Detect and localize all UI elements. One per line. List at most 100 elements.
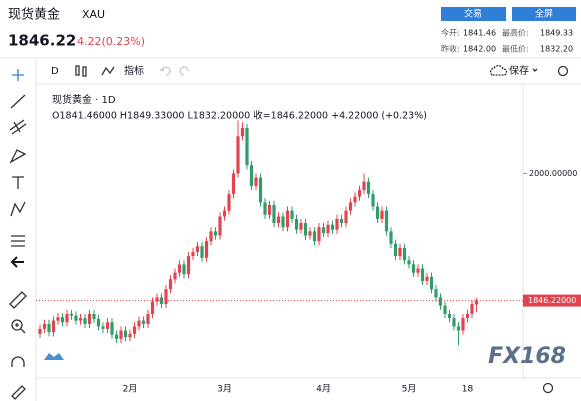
candle-body — [371, 194, 375, 207]
candle-body — [294, 218, 299, 230]
measure-tool[interactable] — [11, 235, 25, 247]
last-price-box — [523, 294, 581, 307]
candle-body — [74, 315, 78, 321]
candle-body — [330, 224, 335, 230]
line-tool[interactable] — [10, 94, 26, 109]
zoom-tool[interactable] — [15, 323, 26, 334]
stat-value: 1832.20 — [540, 45, 573, 54]
candle-body — [258, 177, 263, 203]
candle-body — [452, 318, 456, 327]
stat-value: 1849.33 — [540, 29, 573, 38]
candle-body — [105, 322, 110, 329]
button-bg[interactable] — [512, 7, 576, 21]
candle-body — [119, 330, 123, 339]
candle-body — [249, 165, 254, 186]
candle-body — [200, 246, 204, 258]
candle-body — [218, 216, 222, 236]
candle-body — [420, 268, 425, 281]
candle-body — [321, 227, 326, 233]
settings-icon[interactable] — [557, 65, 569, 77]
candle-body — [51, 320, 56, 333]
candle-body — [443, 305, 447, 314]
candle-body — [285, 210, 290, 228]
stat-label: 最高价: — [502, 28, 529, 38]
candle-body — [150, 301, 155, 314]
undo-redo[interactable] — [159, 66, 189, 76]
stat-label: 最低价: — [502, 44, 529, 54]
x-tick-label: 3月 — [217, 384, 232, 395]
candle-body — [227, 194, 231, 211]
candle-icon[interactable] — [75, 65, 87, 77]
pattern-tool[interactable] — [10, 201, 26, 217]
symbol-name: 现货黄金 — [8, 7, 60, 23]
candle-body — [141, 320, 146, 324]
ruler-tool[interactable] — [9, 291, 27, 309]
candle-body — [335, 218, 339, 230]
candle-body — [470, 304, 474, 314]
button-label[interactable]: 全屏 — [535, 8, 553, 20]
x-tick-label: 2月 — [123, 384, 138, 395]
candle-body — [38, 328, 42, 334]
candle-body — [146, 313, 150, 324]
candle-body — [164, 289, 168, 305]
candle-body — [267, 204, 272, 215]
candle-body — [159, 297, 164, 305]
chart-title: 现货黄金 · 1D — [52, 93, 116, 106]
candle-body — [380, 210, 384, 219]
x-tick-label: 4月 — [316, 384, 331, 395]
candle-body — [56, 317, 60, 321]
interval[interactable]: D — [51, 66, 59, 77]
back-tool[interactable] — [10, 256, 24, 268]
candle-body — [195, 246, 200, 252]
x-tick-label: 5月 — [402, 384, 417, 395]
candle-body — [407, 260, 411, 265]
candle-body — [425, 276, 429, 281]
cloud-icon[interactable] — [489, 64, 508, 76]
candle-body — [204, 241, 209, 258]
candle-body — [416, 268, 420, 273]
indicators[interactable]: 指标 — [124, 64, 144, 77]
watermark: FX168 — [488, 344, 566, 369]
candle-body — [474, 300, 479, 305]
zoom-tool[interactable] — [11, 319, 23, 331]
save[interactable]: 保存 — [509, 64, 529, 77]
candle-body — [434, 289, 438, 298]
fib-tool[interactable] — [9, 119, 27, 135]
candle-body — [96, 318, 101, 327]
button-bg[interactable] — [441, 7, 506, 21]
button-label[interactable]: 交易 — [464, 8, 482, 20]
axis-settings[interactable] — [542, 382, 554, 394]
candle-body — [429, 276, 434, 290]
magnet-tool[interactable] — [11, 356, 25, 367]
candle-body — [65, 313, 69, 323]
candle-body — [69, 313, 74, 316]
indicator-icon[interactable] — [101, 66, 115, 76]
candle-body — [101, 326, 105, 329]
brush-tool[interactable] — [9, 149, 27, 164]
candle-body — [366, 181, 371, 195]
candle-body — [213, 231, 218, 236]
candle-body — [344, 210, 348, 224]
candle-body — [465, 313, 470, 319]
candle-body — [348, 202, 353, 211]
candle-body — [245, 127, 249, 166]
candle-body — [461, 318, 465, 331]
lock-tool[interactable] — [11, 385, 26, 400]
crosshair-tool[interactable] — [12, 69, 24, 81]
x-tick-label: 18 — [462, 385, 474, 395]
price-change: 4.22(0.23%) — [77, 35, 145, 48]
candle-body — [357, 189, 362, 197]
symbol-code: XAU — [82, 8, 105, 21]
candle-body — [92, 313, 96, 319]
trade-button[interactable]: 交易 — [441, 7, 506, 21]
candle-body — [177, 264, 182, 273]
stat-value: 1842.00 — [463, 45, 496, 54]
candle-body — [168, 279, 173, 290]
text-tool[interactable] — [12, 176, 24, 189]
candle-body — [42, 323, 47, 329]
save-menu[interactable] — [532, 68, 538, 72]
fullscreen-button[interactable]: 全屏 — [512, 7, 576, 21]
candle-body — [132, 326, 137, 334]
